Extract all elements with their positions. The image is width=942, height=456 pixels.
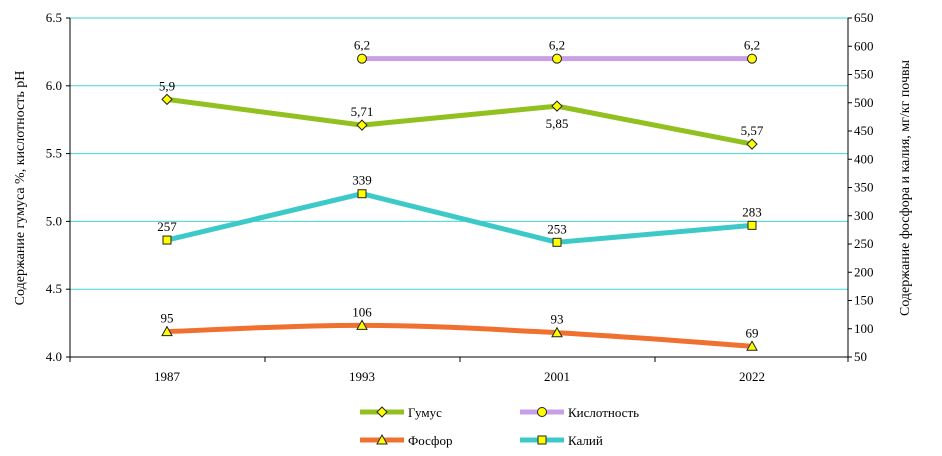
data-point-marker xyxy=(551,326,563,338)
data-point-marker xyxy=(161,325,173,337)
axes xyxy=(69,18,849,358)
legend-label: Кислотность xyxy=(568,405,639,420)
data-point-marker xyxy=(357,53,367,64)
data-label: 339 xyxy=(352,173,372,188)
legend-label: Фосфор xyxy=(408,433,452,448)
data-label: 93 xyxy=(551,312,564,327)
series-Калий: 257 339 253 283 xyxy=(157,173,762,247)
data-label: 5,9 xyxy=(159,78,175,93)
series-Кислотность: 6,2 6,2 6,2 xyxy=(354,38,760,64)
data-point-marker xyxy=(747,220,757,230)
x-tick-label: 2001 xyxy=(544,369,570,384)
legend-marker xyxy=(376,406,388,418)
legend-item-Калий: Калий xyxy=(520,433,603,448)
y2-axis-title: Содержание фосфора и калия, мг/кг почвы xyxy=(898,59,913,316)
data-point-marker xyxy=(551,100,563,112)
data-label: 253 xyxy=(547,221,567,236)
data-point-marker xyxy=(162,235,172,245)
x-tick-label: 1993 xyxy=(349,369,375,384)
y2-tick-label: 150 xyxy=(854,293,874,308)
series-Фосфор: 95 106 93 69 xyxy=(161,304,759,351)
y-tick-label: 5.5 xyxy=(46,146,62,161)
y2-tick-label: 100 xyxy=(854,321,874,336)
y2-tick-label: 600 xyxy=(854,38,874,53)
y-tick-label: 5.0 xyxy=(46,213,62,228)
series-line xyxy=(164,191,755,245)
series-Гумус: 5,9 5,71 5,85 5,57 xyxy=(159,78,764,150)
legend-marker xyxy=(537,407,547,417)
data-label: 6,2 xyxy=(354,38,370,53)
data-label: 6,2 xyxy=(744,38,760,53)
data-label: 69 xyxy=(746,325,759,340)
legend-marker xyxy=(537,435,547,445)
data-label: 5,85 xyxy=(546,116,569,131)
y2-tick-label: 400 xyxy=(854,151,874,166)
legend-label: Калий xyxy=(568,433,603,448)
x-tick-labels: 1987 1993 2001 2022 xyxy=(69,357,849,384)
data-label: 5,57 xyxy=(741,123,764,138)
series-group: 5,95,715,85 5,576,2 6,2 6,295 106 93692573392… xyxy=(157,38,764,351)
y-tick-label: 4.5 xyxy=(46,281,62,296)
y2-tick-label: 250 xyxy=(854,236,874,251)
right-tick-labels: 50 100 150 200 250 300 350 400 450 500 550 600 650 xyxy=(848,10,874,364)
x-tick-label: 1987 xyxy=(154,369,181,384)
data-point-marker xyxy=(552,237,562,247)
data-label: 5,71 xyxy=(351,104,374,119)
data-point-marker xyxy=(746,340,758,351)
y2-tick-label: 650 xyxy=(854,10,874,25)
data-point-marker xyxy=(357,189,367,199)
legend-item-Кислотность: Кислотность xyxy=(520,405,639,420)
series-line xyxy=(164,96,755,147)
data-point-marker xyxy=(746,138,758,150)
y2-tick-label: 200 xyxy=(854,264,874,279)
series-line xyxy=(164,322,755,349)
data-point-marker xyxy=(747,53,757,64)
y2-tick-label: 350 xyxy=(854,180,874,195)
y2-tick-label: 50 xyxy=(854,349,867,364)
y2-tick-label: 550 xyxy=(854,67,874,82)
data-label: 6,2 xyxy=(549,38,565,53)
data-label: 257 xyxy=(157,219,177,234)
y2-tick-label: 500 xyxy=(854,95,874,110)
y-axis-title: Содержание гумуса %, кислотность рН xyxy=(13,71,28,306)
x-tick-label: 2022 xyxy=(739,369,765,384)
gridlines xyxy=(70,17,848,358)
left-tick-labels: 4.0 4.5 5.0 5.5 6.0 6.5 xyxy=(46,10,70,364)
legend: Гумус Кислотность Фосфор Калий xyxy=(360,405,639,448)
data-point-marker xyxy=(161,93,173,106)
data-point-marker xyxy=(552,53,562,64)
legend-item-Гумус: Гумус xyxy=(360,405,442,420)
legend-label: Гумус xyxy=(408,405,442,420)
y-tick-label: 6.0 xyxy=(46,78,62,93)
y2-tick-label: 450 xyxy=(854,123,874,138)
y-tick-label: 4.0 xyxy=(46,349,62,364)
data-point-marker xyxy=(356,319,368,330)
legend-marker xyxy=(376,433,388,445)
data-label: 106 xyxy=(352,304,372,319)
y-tick-label: 6.5 xyxy=(46,10,62,25)
data-label: 283 xyxy=(742,204,762,219)
y2-tick-label: 300 xyxy=(854,208,874,223)
data-label: 95 xyxy=(161,311,174,326)
data-point-marker xyxy=(356,119,368,131)
legend-item-Фосфор: Фосфор xyxy=(360,433,452,448)
